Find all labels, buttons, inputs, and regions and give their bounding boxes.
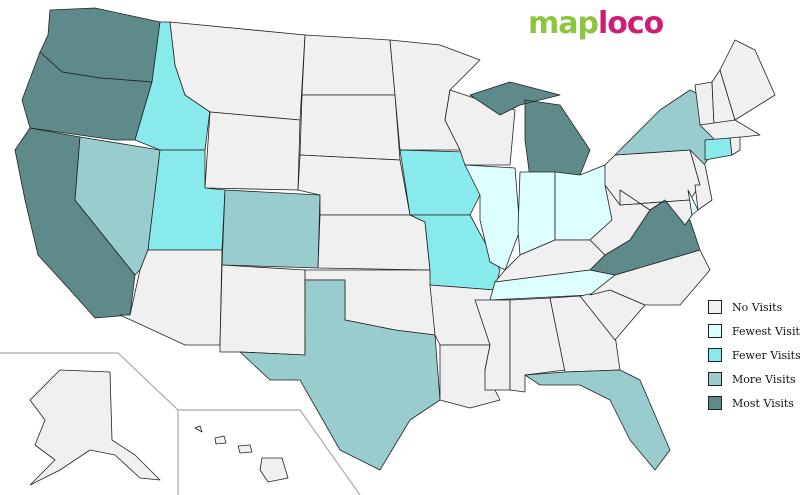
state-co[interactable]: [221, 189, 321, 269]
state-ri[interactable]: [729, 136, 741, 156]
swatch: [708, 300, 722, 314]
state-de[interactable]: [687, 189, 699, 216]
swatch: [708, 324, 722, 338]
swatch: [708, 372, 722, 386]
state-ak[interactable]: [29, 369, 161, 486]
inset-borders: [0, 352, 361, 495]
legend-fewer-visits: Fewer Visits: [708, 343, 800, 367]
swatch: [708, 396, 722, 410]
logo-loco: loco: [597, 6, 664, 41]
maploco-logo: maploco: [528, 6, 664, 41]
legend-fewest-visits: Fewest Visits: [708, 319, 800, 343]
state-nd[interactable]: [301, 34, 396, 96]
state-hi[interactable]: [194, 425, 289, 483]
legend-no-visits: No Visits: [708, 295, 800, 319]
state-nm[interactable]: [219, 264, 306, 356]
state-ia[interactable]: [399, 149, 481, 216]
legend-more-visits: More Visits: [708, 367, 800, 391]
state-wy[interactable]: [204, 111, 301, 191]
legend-label: No Visits: [732, 300, 783, 314]
state-ks[interactable]: [317, 214, 431, 271]
legend-label: More Visits: [732, 372, 796, 386]
legend-label: Fewest Visits: [732, 324, 800, 338]
legend: No Visits Fewest Visits Fewer Visits Mor…: [708, 295, 800, 415]
state-fl[interactable]: [524, 369, 671, 471]
state-ma[interactable]: [699, 119, 761, 141]
state-ga[interactable]: [549, 295, 621, 373]
swatch: [708, 348, 722, 362]
legend-most-visits: Most Visits: [708, 391, 800, 415]
state-tx[interactable]: [239, 279, 441, 471]
legend-label: Fewer Visits: [732, 348, 800, 362]
state-ct[interactable]: [704, 137, 733, 161]
state-il[interactable]: [464, 164, 521, 271]
state-sd[interactable]: [299, 94, 401, 161]
logo-map: map: [528, 6, 599, 41]
legend-label: Most Visits: [732, 396, 794, 410]
state-me[interactable]: [719, 39, 776, 121]
state-pa[interactable]: [604, 149, 701, 206]
